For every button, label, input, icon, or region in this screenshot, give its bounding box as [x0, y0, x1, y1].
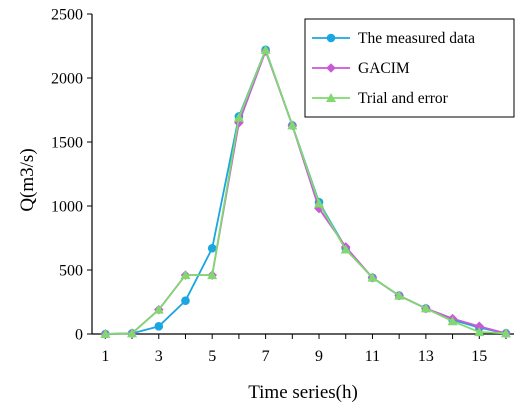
data-point [367, 272, 378, 282]
x-tick-label: 7 [262, 348, 270, 365]
y-tick-label: 2000 [51, 71, 83, 88]
legend-swatch-marker [326, 33, 336, 43]
x-tick-label: 15 [471, 348, 487, 365]
legend-item: The measured data [312, 30, 475, 47]
x-axis-title: Time series(h) [248, 382, 358, 403]
data-point [260, 44, 271, 54]
legend-items: The measured data GACIM Trial and error [312, 30, 475, 107]
legend-label: GACIM [358, 60, 410, 77]
legend: The measured data GACIM Trial and error [304, 18, 515, 118]
x-tick-label: 3 [155, 348, 163, 365]
data-point [420, 303, 431, 313]
data-point [181, 296, 190, 306]
y-tick-label: 0 [75, 327, 83, 344]
data-point [207, 270, 218, 280]
data-point [314, 198, 325, 208]
x-tick-label: 5 [208, 348, 216, 365]
x-tick-label: 11 [365, 348, 380, 365]
data-point [233, 112, 244, 122]
data-point [100, 329, 111, 338]
legend-label: Trial and error [358, 90, 449, 107]
series-layer [100, 44, 511, 339]
x-tick-label: 9 [315, 348, 323, 365]
data-point [340, 244, 351, 254]
y-tick-label: 2500 [51, 7, 83, 24]
data-point [500, 328, 511, 338]
x-ticks: 1 3 5 7 9 11 13 15 [101, 334, 507, 365]
data-point [180, 270, 191, 280]
data-point [474, 327, 485, 337]
x-tick-label: 13 [418, 348, 434, 365]
x-tick-label: 1 [101, 348, 109, 365]
legend-label: The measured data [358, 30, 475, 47]
data-point [287, 120, 298, 130]
data-point [207, 243, 217, 253]
data-point [447, 316, 458, 326]
legend-swatch-marker [326, 93, 336, 102]
data-point [127, 328, 138, 338]
y-tick-label: 1000 [51, 199, 83, 216]
series-3 [100, 44, 511, 338]
y-axis-title: Q(m3/s) [17, 148, 38, 211]
y-ticks: 0 500 1000 1500 2000 2500 [51, 7, 92, 344]
y-tick-label: 1500 [51, 135, 83, 152]
data-point [394, 290, 405, 300]
legend-item: Trial and error [312, 90, 449, 107]
legend-swatch-marker [326, 63, 336, 73]
data-point [154, 322, 164, 331]
legend-item: GACIM [312, 60, 410, 77]
y-tick-label: 500 [59, 263, 83, 280]
data-point [153, 304, 164, 314]
data-point [474, 321, 485, 332]
series-line [105, 48, 507, 335]
